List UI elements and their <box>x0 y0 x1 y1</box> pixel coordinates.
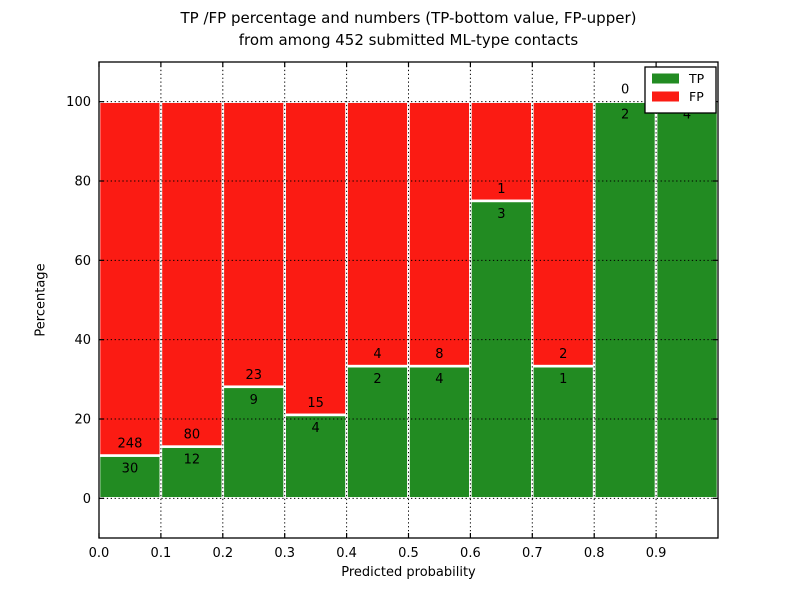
y-tick-label: 0 <box>83 492 91 507</box>
fp-count-label-3: 15 <box>307 396 324 411</box>
tick-marks <box>98 62 718 538</box>
legend-swatch-tp <box>652 73 679 84</box>
x-tick-label: 0.1 <box>151 546 172 561</box>
legend: TP FP <box>644 66 717 114</box>
fp-count-label-7: 2 <box>559 347 567 362</box>
legend-label-fp: FP <box>689 89 704 104</box>
legend-label-tp: TP <box>688 71 705 86</box>
y-tick-label: 100 <box>66 95 91 110</box>
chart-title-line1: TP /FP percentage and numbers (TP-bottom… <box>180 9 637 27</box>
fp-count-label-8: 0 <box>621 83 629 98</box>
fp-bar-7 <box>530 100 596 368</box>
x-tick-label: 0.5 <box>398 546 419 561</box>
fp-count-label-2: 23 <box>245 368 262 383</box>
x-tick-label: 0.6 <box>460 546 481 561</box>
fp-count-label-6: 1 <box>497 182 505 197</box>
tp-bar-4 <box>345 364 410 500</box>
y-tick-label: 60 <box>74 254 91 269</box>
fp-bar-0 <box>97 100 163 457</box>
fp-bar-4 <box>345 100 410 368</box>
tp-bar-9 <box>654 100 720 500</box>
fp-count-label-0: 248 <box>118 437 143 452</box>
bar-labels: 248308012239154428413210204 <box>118 83 692 477</box>
fp-bar-2 <box>221 100 287 389</box>
tp-count-label-7: 1 <box>559 372 567 387</box>
fp-bar-5 <box>407 100 472 368</box>
tp-count-label-0: 30 <box>122 462 139 477</box>
tp-bar-8 <box>592 100 658 500</box>
tp-count-label-3: 4 <box>312 421 320 436</box>
tp-count-label-5: 4 <box>435 372 443 387</box>
chart-title: TP /FP percentage and numbers (TP-bottom… <box>99 7 718 51</box>
y-axis-label: Percentage <box>33 263 49 337</box>
x-tick-label: 0.3 <box>274 546 295 561</box>
legend-swatch-fp <box>652 91 679 102</box>
fp-bar-3 <box>283 100 348 417</box>
fp-count-label-5: 8 <box>435 347 443 362</box>
x-tick-label: 0.0 <box>89 546 110 561</box>
x-axis-label: Predicted probability <box>341 565 476 580</box>
x-tick-label: 0.4 <box>336 546 357 561</box>
tp-count-label-4: 2 <box>373 372 381 387</box>
fp-bar-1 <box>159 100 225 448</box>
bars-group <box>97 100 720 500</box>
chart-title-line2: from among 452 submitted ML-type contact… <box>238 31 579 49</box>
x-tick-label: 0.2 <box>212 546 233 561</box>
tp-count-label-6: 3 <box>497 207 505 222</box>
tp-bar-6 <box>469 199 534 500</box>
x-tick-label: 0.7 <box>522 546 543 561</box>
x-tick-label: 0.8 <box>584 546 605 561</box>
fp-count-label-4: 4 <box>373 347 381 362</box>
tick-labels: 0.0 0.1 0.2 0.3 0.4 0.5 0.6 0.7 0.8 0.9 0 20 40 60 80 1… <box>66 95 666 561</box>
tp-count-label-2: 9 <box>250 393 258 408</box>
tp-bar-3 <box>283 413 348 500</box>
y-tick-label: 40 <box>74 333 91 348</box>
y-tick-label: 80 <box>74 175 91 190</box>
fp-count-label-1: 80 <box>184 428 201 443</box>
tp-count-label-8: 2 <box>621 108 629 123</box>
tp-bar-2 <box>221 385 287 500</box>
x-tick-label: 0.9 <box>646 546 667 561</box>
gridlines <box>99 62 718 538</box>
tp-count-label-9: 4 <box>683 108 691 123</box>
tp-count-label-1: 12 <box>184 453 201 468</box>
y-tick-label: 20 <box>74 413 91 428</box>
